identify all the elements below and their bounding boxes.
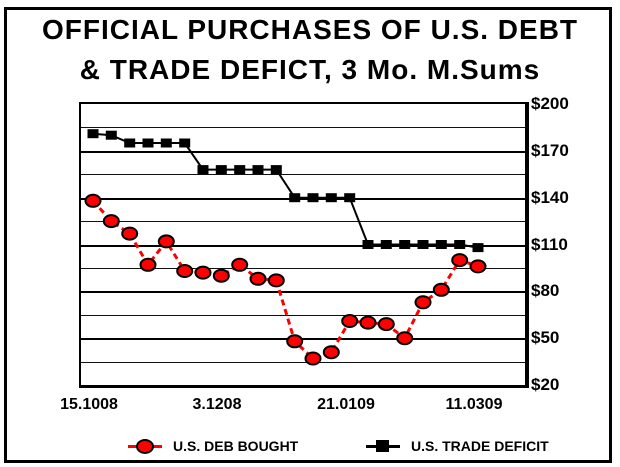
trade-deficit-point <box>399 240 411 249</box>
plot-area <box>79 102 529 388</box>
legend-dot-red <box>136 439 154 454</box>
gridline-80 <box>81 291 525 293</box>
red-circle-marker-icon <box>128 438 162 454</box>
chart-title-line1: OFFICIAL PURCHASES OF U.S. DEBT <box>41 14 579 45</box>
trade-deficit-point <box>160 138 172 148</box>
debt-bought-point <box>249 271 267 286</box>
debt-bought-point <box>157 234 175 249</box>
debt-bought-point <box>414 295 432 310</box>
debt-bought-point <box>102 214 120 229</box>
debt-bought-point <box>84 193 102 208</box>
gridline-50 <box>81 338 525 340</box>
y-tick-label: $50 <box>531 328 560 347</box>
chart-title-line2: & TRADE DEFICT, 3 Mo. M.Sums <box>79 54 541 85</box>
debt-bought-point <box>377 317 395 332</box>
trade-deficit-point <box>417 240 429 249</box>
gridline-125 <box>81 221 525 222</box>
data-series-layer <box>84 129 487 366</box>
legend-item-trade-deficit: U.S. TRADE DEFICIT <box>366 436 549 456</box>
y-tick-label: $140 <box>531 188 569 207</box>
debt-bought-point <box>267 273 285 288</box>
trade-deficit-point <box>197 165 209 175</box>
debt-bought-point <box>451 253 469 268</box>
y-tick-label: $80 <box>531 281 560 300</box>
gridline-170 <box>81 151 525 153</box>
trade-deficit-point <box>435 240 447 249</box>
debt-bought-point <box>212 268 230 283</box>
black-square-marker-icon <box>366 438 400 454</box>
debt-bought-point <box>304 351 322 366</box>
gridline-185 <box>81 127 525 128</box>
debt-bought-point <box>359 315 377 330</box>
x-tick-label: 15.1008 <box>60 396 118 413</box>
legend-label-trade-deficit: U.S. TRADE DEFICIT <box>411 438 549 454</box>
trade-deficit-point <box>289 193 301 203</box>
debt-bought-point <box>396 331 414 346</box>
trade-deficit-point <box>472 243 484 253</box>
y-tick-label: $110 <box>531 235 568 254</box>
y-tick-label: $200 <box>531 94 569 113</box>
debt-bought-point <box>341 314 359 328</box>
y-tick-label: $20 <box>531 375 560 394</box>
trade-deficit-point <box>105 130 117 140</box>
y-tick-label: $170 <box>531 141 569 160</box>
debt-bought-point <box>121 226 139 241</box>
gridline-155 <box>81 174 525 175</box>
debt-bought-point <box>231 257 249 272</box>
trade-deficit-point <box>344 193 356 203</box>
trade-deficit-point <box>325 193 337 203</box>
trade-deficit-point <box>142 138 154 148</box>
gridline-65 <box>81 315 525 316</box>
x-tick-label: 3.1208 <box>192 396 242 413</box>
debt-bought-point <box>139 257 157 272</box>
debt-bought-line <box>91 199 479 361</box>
trade-deficit-point <box>362 240 374 249</box>
x-tick-label: 11.0309 <box>445 396 503 413</box>
legend-square-black <box>376 440 389 452</box>
trade-deficit-point <box>87 129 99 139</box>
trade-deficit-point <box>179 138 191 148</box>
debt-bought-point <box>432 282 450 297</box>
legend-label-debt-bought: U.S. DEB BOUGHT <box>173 438 299 454</box>
debt-bought-point <box>469 259 487 274</box>
debt-bought-point <box>322 345 340 360</box>
debt-bought-point <box>286 334 304 349</box>
debt-bought-point <box>194 265 212 280</box>
trade-deficit-line <box>92 132 479 249</box>
trade-deficit-point <box>380 240 392 249</box>
trade-deficit-point <box>215 165 227 175</box>
x-tick-label: 21.0109 <box>317 396 375 413</box>
trade-deficit-point <box>252 165 264 175</box>
trade-deficit-point <box>270 165 282 175</box>
trade-deficit-point <box>124 138 136 148</box>
gridline-35 <box>81 362 525 363</box>
gridline-140 <box>81 198 525 200</box>
gridline-95 <box>81 268 525 269</box>
trade-deficit-point <box>234 165 246 175</box>
legend-item-debt-bought: U.S. DEB BOUGHT <box>128 436 298 456</box>
trade-deficit-point <box>307 193 319 203</box>
trade-deficit-point <box>454 240 466 249</box>
gridline-110 <box>81 245 525 247</box>
debt-bought-point <box>176 264 194 278</box>
